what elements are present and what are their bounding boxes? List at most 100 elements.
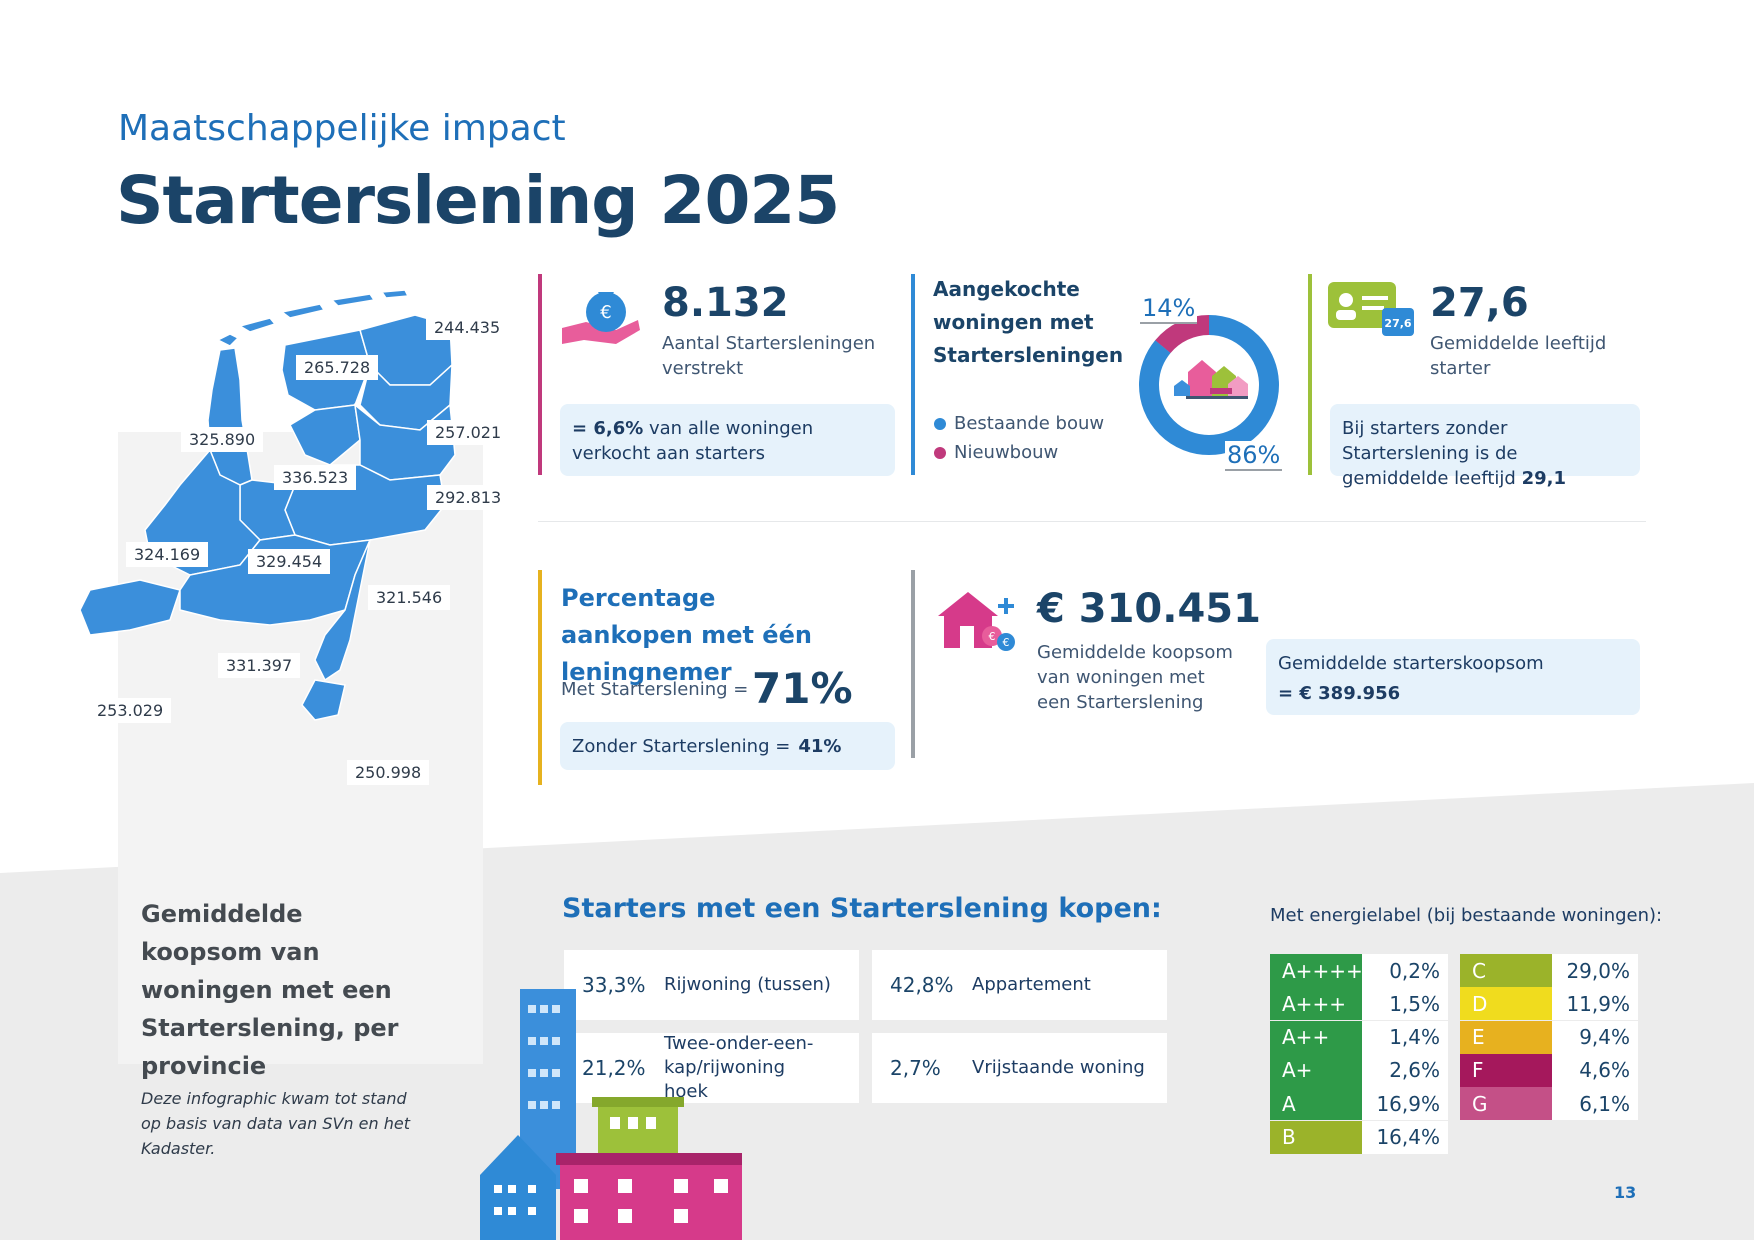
svg-text:€: € (989, 630, 996, 643)
energy-code: A++ (1270, 1020, 1362, 1054)
loans-note: = 6,6% van alle woningen verkocht aan st… (560, 404, 895, 476)
without-box: Zonder Starterslening = 41% (560, 722, 895, 770)
type-pct: 33,3% (582, 973, 646, 997)
buildings-illustration (480, 989, 742, 1240)
energy-value: 9,4% (1552, 1020, 1638, 1054)
energy-value: 1,4% (1362, 1020, 1448, 1054)
energy-value: 16,9% (1362, 1087, 1448, 1121)
type-pct: 42,8% (890, 973, 954, 997)
map-label: 244.435 (426, 315, 509, 340)
price-note-value: = € 389.956 (1278, 683, 1401, 704)
page-title: Starterslening 2025 (116, 162, 840, 239)
map-label: 321.546 (368, 585, 451, 610)
type-tile: 2,7% Vrijstaande woning (872, 1033, 1167, 1103)
energy-code: A (1270, 1087, 1362, 1121)
accent-bar (911, 274, 915, 475)
accent-bar (538, 274, 542, 475)
map-label: 331.397 (218, 653, 301, 678)
with-value: 71% (752, 664, 853, 713)
price-note: Gemiddelde starterskoopsom = € 389.956 (1266, 639, 1640, 715)
energy-value: 1,5% (1362, 987, 1448, 1021)
age-value: 27,6 (1430, 280, 1529, 326)
id-card-icon: 27,6 (1328, 282, 1414, 336)
energy-row: E 9,4% (1460, 1020, 1638, 1054)
energy-row: C 29,0% (1460, 954, 1638, 987)
legend-dot (934, 446, 946, 459)
loans-note-text: van alle woningen verkocht aan starters (572, 418, 814, 464)
price-note-label: Gemiddelde starterskoopsom (1278, 653, 1544, 674)
page-kicker: Maatschappelijke impact (118, 108, 566, 149)
map-label: 250.998 (347, 760, 430, 785)
energy-code: A++++ (1270, 954, 1363, 987)
card-value: 27,6 (1384, 317, 1411, 330)
legend-label: Bestaande bouw (954, 413, 1105, 434)
energy-row: A++ 1,4% (1270, 1020, 1448, 1054)
energy-value: 11,9% (1552, 987, 1638, 1021)
legend-label: Nieuwbouw (954, 442, 1059, 463)
map-heading: Gemiddelde koopsom van woningen met een … (141, 900, 399, 1080)
map-label: 292.813 (427, 485, 510, 510)
type-label: Appartement (972, 974, 1091, 995)
energy-row: G 6,1% (1460, 1087, 1638, 1121)
donut-slice-existing (1139, 315, 1279, 455)
age-note-bold: 29,1 (1521, 468, 1566, 489)
energy-code: G (1460, 1087, 1552, 1121)
map-label: 324.169 (126, 542, 209, 567)
loans-caption: Aantal Startersleningen verstrekt (662, 333, 876, 379)
map-label: 329.454 (248, 549, 331, 574)
house-money-icon: € € (938, 592, 1015, 651)
without-value: 41% (798, 736, 842, 757)
legend-new: Nieuwbouw (934, 442, 1058, 463)
pct-existing: 86% (1225, 441, 1283, 471)
energy-value: 4,6% (1552, 1053, 1638, 1087)
type-label: Vrijstaande woning (972, 1057, 1145, 1078)
type-label: Rijwoning (tussen) (664, 974, 831, 995)
price-caption: Gemiddelde koopsom van woningen met een … (1037, 642, 1233, 713)
energy-row: A+++ 1,5% (1270, 987, 1448, 1021)
energy-code: E (1460, 1020, 1552, 1054)
energy-value: 2,6% (1362, 1053, 1448, 1087)
energy-code: C (1460, 954, 1552, 987)
loans-note-bold: = 6,6% (572, 418, 644, 439)
types-heading: Starters met een Starterslening kopen: (562, 893, 1162, 924)
without-label: Zonder Starterslening = (572, 736, 791, 757)
type-pct: 21,2% (582, 1056, 646, 1080)
energy-row: A 16,9% (1270, 1087, 1448, 1121)
energy-heading: Met energielabel (bij bestaande woningen… (1270, 905, 1663, 926)
type-label: Twee-onder-een-kap/rijwoning hoek (664, 1033, 814, 1102)
with-label: Met Starterslening = (561, 679, 749, 700)
energy-value: 0,2% (1362, 954, 1448, 987)
energy-code: D (1460, 987, 1552, 1021)
legend-existing: Bestaande bouw (934, 413, 1104, 434)
energy-row: F 4,6% (1460, 1053, 1638, 1087)
energy-code: A+++ (1270, 987, 1362, 1021)
svg-text:€: € (600, 302, 611, 323)
money-bag-hand-icon: € (562, 292, 640, 344)
map-label: 253.029 (89, 698, 172, 723)
accent-bar (1308, 274, 1312, 475)
map-label: 265.728 (296, 355, 379, 380)
source-note: Deze infographic kwam tot stand op basis… (141, 1089, 410, 1158)
type-tile: 42,8% Appartement (872, 950, 1167, 1020)
age-caption: Gemiddelde leeftijd starter (1430, 333, 1607, 379)
legend-dot (934, 417, 946, 430)
svg-text:€: € (1003, 636, 1010, 649)
price-value: € 310.451 (1037, 586, 1261, 632)
loans-value: 8.132 (662, 280, 789, 326)
energy-code: A+ (1270, 1053, 1362, 1087)
energy-row: A+ 2,6% (1270, 1053, 1448, 1087)
energy-row: B 16,4% (1270, 1120, 1448, 1154)
energy-code: F (1460, 1053, 1552, 1087)
single-heading: Percentage aankopen met één leningnemer (561, 584, 812, 686)
homes-heading: Aangekochte woningen met Startersleninge… (933, 277, 1124, 367)
energy-code: B (1270, 1120, 1362, 1154)
map-label: 336.523 (274, 465, 357, 490)
type-pct: 2,7% (890, 1056, 941, 1080)
type-tile: 33,3% Rijwoning (tussen) (564, 950, 859, 1020)
age-note-text: Bij starters zonder Starterslening is de… (1342, 418, 1522, 489)
energy-row: A++++ 0,2% (1270, 954, 1448, 987)
map-label: 325.890 (181, 427, 264, 452)
accent-bar (911, 570, 915, 758)
energy-value: 6,1% (1552, 1087, 1638, 1121)
energy-value: 29,0% (1552, 954, 1638, 987)
